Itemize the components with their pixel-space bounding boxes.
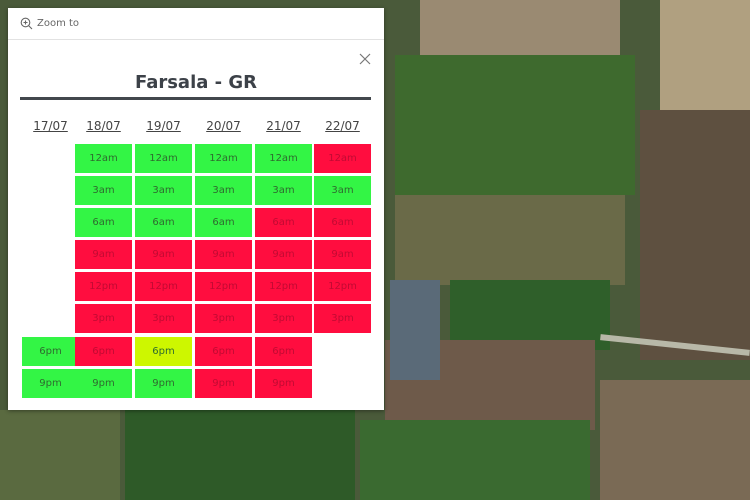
close-icon[interactable] xyxy=(358,52,372,66)
day-header[interactable]: 20/07 xyxy=(206,119,241,133)
forecast-slot-bad[interactable]: 3pm xyxy=(75,304,132,333)
forecast-slot-bad[interactable]: 9pm xyxy=(195,369,252,398)
forecast-slot-good[interactable]: 3am xyxy=(255,176,312,205)
day-header[interactable]: 19/07 xyxy=(146,119,181,133)
forecast-slot-good[interactable]: 6am xyxy=(195,208,252,237)
forecast-slot-bad[interactable]: 12pm xyxy=(195,272,252,301)
forecast-slot-good[interactable]: 6am xyxy=(75,208,132,237)
forecast-slot-moderate[interactable]: 6pm xyxy=(135,337,192,366)
title-divider xyxy=(20,97,371,100)
forecast-slot-bad[interactable]: 6pm xyxy=(75,337,132,366)
forecast-slot-good[interactable]: 12am xyxy=(255,144,312,173)
forecast-slot-good[interactable]: 12am xyxy=(75,144,132,173)
forecast-popup: Zoom to Farsala - GR 17/07 6pm 9pm 18/07 12a… xyxy=(8,8,384,410)
forecast-slot-bad[interactable]: 3pm xyxy=(135,304,192,333)
forecast-slot-good[interactable]: 9pm xyxy=(22,369,79,398)
forecast-slot-good[interactable]: 3am xyxy=(75,176,132,205)
forecast-slot-bad[interactable]: 3pm xyxy=(195,304,252,333)
forecast-slot-bad[interactable]: 9am xyxy=(314,240,371,269)
forecast-slot-bad[interactable]: 9pm xyxy=(255,369,312,398)
forecast-slot-good[interactable]: 6am xyxy=(135,208,192,237)
forecast-slot-bad[interactable]: 6am xyxy=(255,208,312,237)
forecast-slot-good[interactable]: 9pm xyxy=(75,369,132,398)
forecast-slot-good[interactable]: 6pm xyxy=(22,337,79,366)
zoom-to-label: Zoom to xyxy=(37,18,80,29)
day-header[interactable]: 21/07 xyxy=(266,119,301,133)
day-header[interactable]: 22/07 xyxy=(325,119,360,133)
forecast-slot-bad[interactable]: 3pm xyxy=(314,304,371,333)
forecast-slot-good[interactable]: 12am xyxy=(195,144,252,173)
forecast-slot-bad[interactable]: 9am xyxy=(75,240,132,269)
zoom-to-button[interactable]: Zoom to xyxy=(8,8,384,40)
forecast-slot-good[interactable]: 3am xyxy=(135,176,192,205)
forecast-slot-bad[interactable]: 9am xyxy=(135,240,192,269)
forecast-slot-good[interactable]: 12am xyxy=(135,144,192,173)
forecast-slot-bad[interactable]: 12am xyxy=(314,144,371,173)
forecast-slot-good[interactable]: 9pm xyxy=(135,369,192,398)
location-title: Farsala - GR xyxy=(134,72,258,93)
forecast-slot-bad[interactable]: 12pm xyxy=(314,272,371,301)
forecast-slot-bad[interactable]: 6pm xyxy=(255,337,312,366)
forecast-slot-bad[interactable]: 3pm xyxy=(255,304,312,333)
forecast-slot-bad[interactable]: 9am xyxy=(195,240,252,269)
forecast-slot-good[interactable]: 3am xyxy=(195,176,252,205)
forecast-slot-bad[interactable]: 6pm xyxy=(195,337,252,366)
forecast-slot-bad[interactable]: 12pm xyxy=(255,272,312,301)
day-header[interactable]: 17/07 xyxy=(33,119,68,133)
zoom-in-icon xyxy=(20,17,33,30)
forecast-slot-good[interactable]: 3am xyxy=(314,176,371,205)
forecast-slot-bad[interactable]: 6am xyxy=(314,208,371,237)
forecast-slot-bad[interactable]: 12pm xyxy=(135,272,192,301)
forecast-slot-bad[interactable]: 12pm xyxy=(75,272,132,301)
forecast-slot-bad[interactable]: 9am xyxy=(255,240,312,269)
day-header[interactable]: 18/07 xyxy=(86,119,121,133)
